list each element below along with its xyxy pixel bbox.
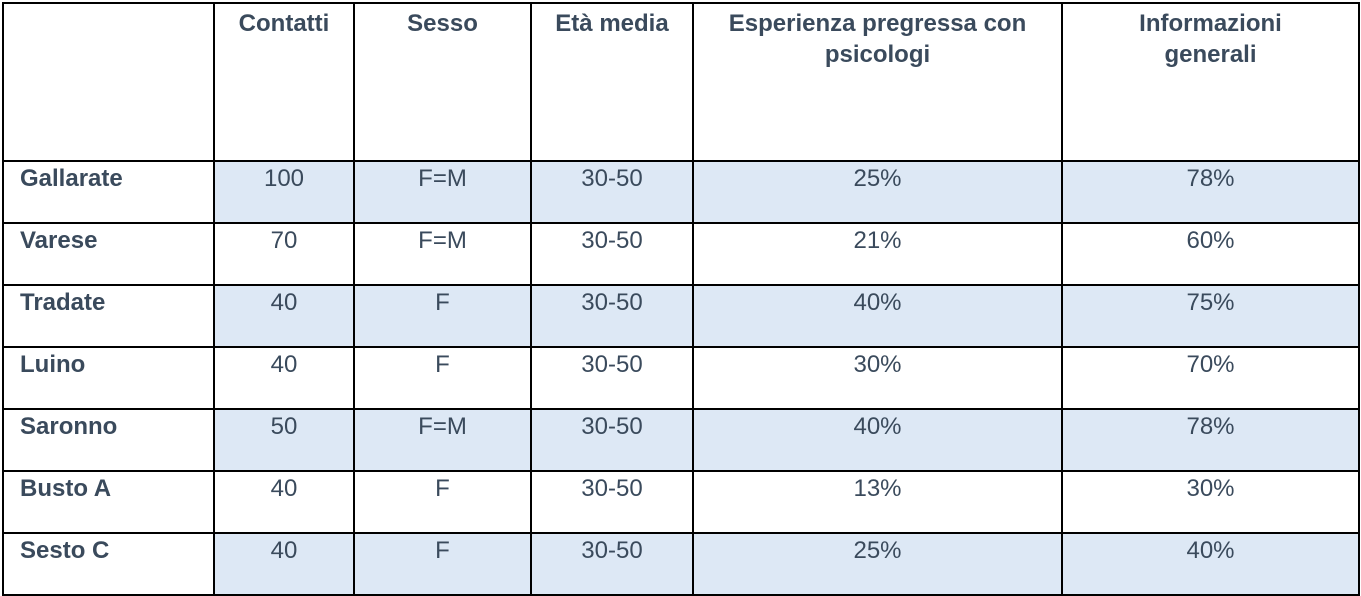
cell-sesso: F=M — [353, 160, 532, 224]
header-sesso: Sesso — [353, 2, 532, 162]
cell-contatti: 70 — [213, 222, 355, 286]
cell-eta-media: 30-50 — [530, 470, 694, 534]
cell-esperienza: 30% — [692, 346, 1063, 410]
row-city: Tradate — [2, 284, 215, 348]
cell-informazioni: 70% — [1061, 346, 1360, 410]
row-city: Saronno — [2, 408, 215, 472]
cell-eta-media: 30-50 — [530, 160, 694, 224]
cell-eta-media: 30-50 — [530, 408, 694, 472]
header-eta-media: Età media — [530, 2, 694, 162]
table-row: Luino 40 F 30-50 30% 70% — [2, 346, 1360, 410]
cell-sesso: F=M — [353, 408, 532, 472]
cell-sesso: F — [353, 532, 532, 596]
table-row: Gallarate 100 F=M 30-50 25% 78% — [2, 160, 1360, 224]
cell-contatti: 100 — [213, 160, 355, 224]
cell-esperienza: 21% — [692, 222, 1063, 286]
cell-esperienza: 25% — [692, 532, 1063, 596]
cell-esperienza: 13% — [692, 470, 1063, 534]
cell-contatti: 40 — [213, 470, 355, 534]
table-row: Varese 70 F=M 30-50 21% 60% — [2, 222, 1360, 286]
header-row: Contatti Sesso Età media Esperienza preg… — [2, 2, 1360, 162]
cell-esperienza: 40% — [692, 284, 1063, 348]
cell-sesso: F=M — [353, 222, 532, 286]
row-city: Sesto C — [2, 532, 215, 596]
row-city: Varese — [2, 222, 215, 286]
cell-eta-media: 30-50 — [530, 532, 694, 596]
cell-sesso: F — [353, 284, 532, 348]
cell-sesso: F — [353, 346, 532, 410]
cell-sesso: F — [353, 470, 532, 534]
cell-informazioni: 78% — [1061, 160, 1360, 224]
cell-eta-media: 30-50 — [530, 284, 694, 348]
cell-informazioni: 75% — [1061, 284, 1360, 348]
row-city: Busto A — [2, 470, 215, 534]
corner-cell — [2, 2, 215, 162]
table-row: Saronno 50 F=M 30-50 40% 78% — [2, 408, 1360, 472]
cell-informazioni: 40% — [1061, 532, 1360, 596]
cell-eta-media: 30-50 — [530, 222, 694, 286]
row-city: Gallarate — [2, 160, 215, 224]
header-esperienza: Esperienza pregressa con psicologi — [692, 2, 1063, 162]
table-row: Busto A 40 F 30-50 13% 30% — [2, 470, 1360, 534]
cell-esperienza: 25% — [692, 160, 1063, 224]
cell-contatti: 40 — [213, 532, 355, 596]
cell-contatti: 40 — [213, 284, 355, 348]
header-contatti: Contatti — [213, 2, 355, 162]
cell-esperienza: 40% — [692, 408, 1063, 472]
cell-informazioni: 30% — [1061, 470, 1360, 534]
row-city: Luino — [2, 346, 215, 410]
cell-contatti: 50 — [213, 408, 355, 472]
table-row: Sesto C 40 F 30-50 25% 40% — [2, 532, 1360, 596]
cell-informazioni: 60% — [1061, 222, 1360, 286]
cell-contatti: 40 — [213, 346, 355, 410]
header-informazioni: Informazioni generali — [1061, 2, 1360, 162]
cell-eta-media: 30-50 — [530, 346, 694, 410]
cell-informazioni: 78% — [1061, 408, 1360, 472]
table-row: Tradate 40 F 30-50 40% 75% — [2, 284, 1360, 348]
